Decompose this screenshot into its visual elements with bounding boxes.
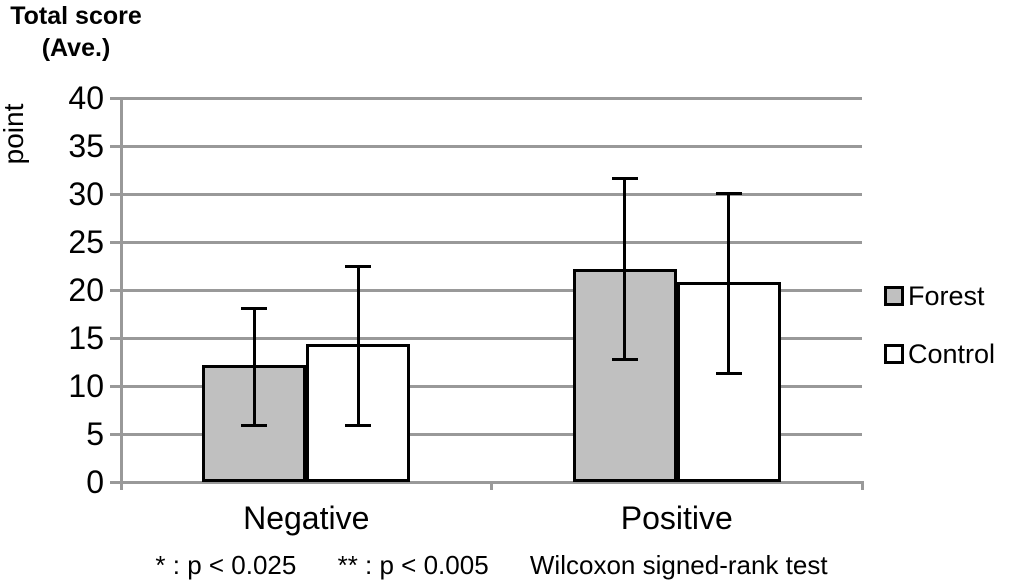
- y-axis-tick: [110, 240, 121, 244]
- y-axis-tick: [110, 336, 121, 340]
- error-bar-line: [252, 308, 256, 426]
- gridline: [121, 96, 862, 100]
- legend-label-forest: Forest: [908, 281, 985, 311]
- gridline: [121, 144, 862, 148]
- error-bar-cap-bottom: [345, 423, 372, 427]
- footnote: * : p < 0.025 ** : p < 0.005 Wilcoxon si…: [121, 549, 862, 581]
- y-tick-label: 0: [86, 464, 104, 500]
- legend-item-forest: Forest: [884, 280, 995, 312]
- error-bar-cap-bottom: [715, 372, 742, 376]
- error-bar-cap-top: [611, 177, 638, 181]
- gridline: [121, 192, 862, 196]
- error-bar-cap-top: [241, 306, 268, 310]
- gridline: [121, 288, 862, 292]
- chart-title-line1: Total score: [10, 2, 142, 30]
- y-axis-tick: [110, 432, 121, 436]
- y-tick-label: 10: [68, 368, 104, 404]
- y-tick-label: 25: [68, 224, 104, 260]
- legend-item-control: Control: [884, 338, 995, 370]
- chart-title: Total score (Ave.): [2, 0, 150, 64]
- bar-control-positive: [676, 282, 781, 482]
- gridline: [121, 240, 862, 244]
- test-name-note: Wilcoxon signed-rank test: [529, 550, 828, 580]
- y-tick-label: 5: [86, 416, 104, 452]
- y-tick-label: 20: [68, 272, 104, 308]
- y-axis-line: [119, 98, 123, 490]
- y-tick-label: 35: [68, 128, 104, 164]
- gridline: [121, 432, 862, 436]
- error-bar-line: [623, 178, 627, 360]
- category-label-positive: Positive: [620, 500, 733, 536]
- error-bar-cap-bottom: [241, 423, 268, 427]
- y-axis-label: point: [0, 103, 29, 165]
- legend-label-control: Control: [908, 339, 996, 369]
- legend-marker-forest-square-icon: [884, 286, 904, 306]
- significance-note-2: ** : p < 0.005: [337, 550, 489, 580]
- y-axis-tick: [110, 384, 121, 388]
- error-bar-line: [356, 266, 360, 426]
- y-tick-label: 40: [68, 80, 104, 116]
- y-axis-tick: [110, 96, 121, 100]
- y-axis-tick: [110, 144, 121, 148]
- error-bar-cap-top: [715, 191, 742, 195]
- x-axis-line: [110, 480, 864, 484]
- y-tick-label: 15: [68, 320, 104, 356]
- y-tick-label: 30: [68, 176, 104, 212]
- gridline: [121, 384, 862, 388]
- category-label-negative: Negative: [243, 500, 370, 536]
- x-axis-tick-right: [860, 482, 864, 490]
- y-axis-tick: [110, 192, 121, 196]
- significance-note-1: * : p < 0.025: [155, 550, 297, 580]
- gridline: [121, 336, 862, 340]
- legend: Forest Control: [884, 280, 995, 396]
- error-bar-cap-bottom: [611, 357, 638, 361]
- y-axis-tick: [110, 288, 121, 292]
- x-axis-tick-mid: [490, 482, 493, 490]
- error-bar-line: [727, 193, 731, 374]
- legend-marker-control-square-icon: [884, 344, 904, 364]
- chart-title-line2: (Ave.): [41, 34, 111, 62]
- error-bar-cap-top: [345, 264, 372, 268]
